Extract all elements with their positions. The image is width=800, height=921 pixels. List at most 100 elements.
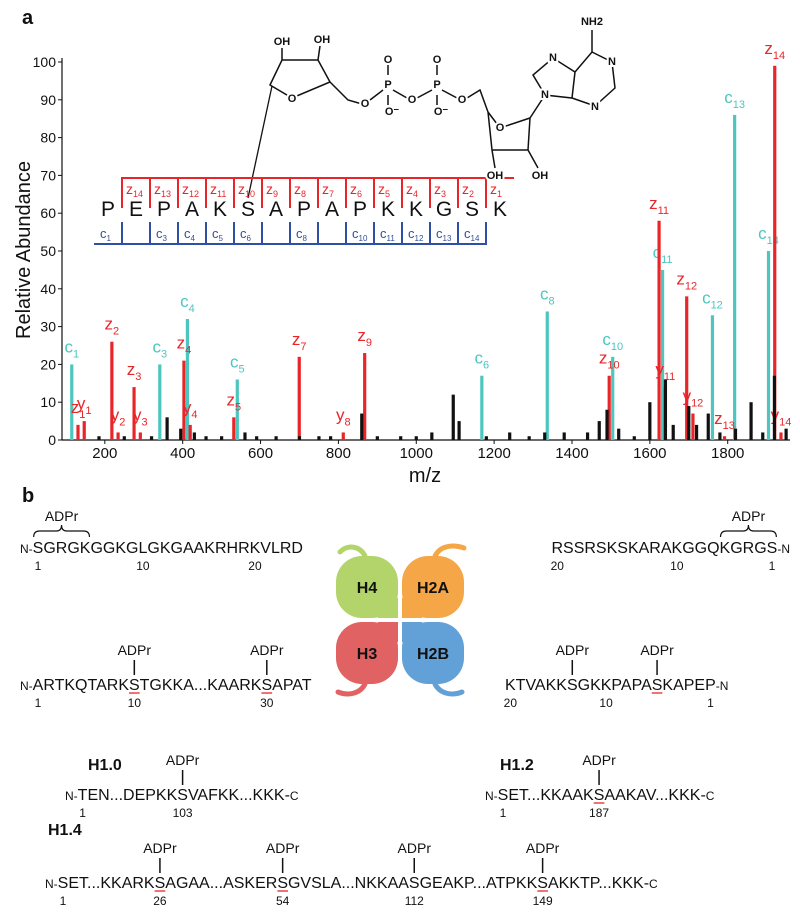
ion-index: 4: [191, 409, 197, 421]
modified-residue: S: [409, 875, 420, 892]
ion-letter: y: [133, 405, 142, 424]
ion-label: y3: [133, 405, 148, 428]
ion-index: 12: [685, 280, 697, 292]
sequence-text: AGAA...ASKER: [165, 875, 277, 892]
sequence-text: C: [649, 877, 658, 891]
brace: [719, 524, 777, 538]
modification-label: ADPr: [118, 642, 152, 658]
y-tick-label: 40: [40, 281, 56, 297]
sequence-text: KPAPA: [601, 677, 652, 694]
ion-index: 1: [73, 348, 79, 360]
peak: [76, 424, 80, 440]
ion-index: 1: [107, 234, 112, 243]
ion-label: z7: [292, 330, 307, 353]
residue-number: 112: [405, 894, 424, 908]
residue-number: 30: [260, 696, 274, 710]
ion-index: 11: [664, 371, 675, 383]
ion-index: 5: [235, 401, 241, 413]
modified-residue: S: [155, 875, 166, 892]
x-tick-label: 1000: [400, 445, 433, 462]
residue-number: 20: [248, 559, 262, 573]
atom-label: N: [549, 52, 557, 64]
z-bracket: [429, 177, 458, 208]
peak: [297, 356, 301, 440]
x-tick-label: 200: [92, 445, 117, 462]
y-tick-label: 90: [40, 92, 56, 108]
ion-index: 12: [691, 398, 703, 410]
ion-letter: y: [77, 394, 86, 413]
ion-letter: z: [226, 390, 235, 409]
z-ion-label: z4: [406, 181, 418, 199]
z-ion-label: z3: [434, 181, 446, 199]
ion-label: c8: [540, 284, 555, 307]
ion-label: z4: [177, 334, 192, 357]
peak: [132, 387, 136, 440]
peak: [158, 364, 162, 440]
ion-label: y8: [336, 405, 351, 428]
sequence-text: LGKGAAKRHR: [138, 540, 249, 557]
sequence-text: N-: [20, 679, 33, 693]
sequence-text: GEAKP...ATPKK: [420, 875, 538, 892]
ion-index: 4: [185, 345, 191, 357]
histone-variant-name: H1.0: [88, 757, 122, 774]
ion-index: 12: [415, 234, 424, 243]
histone-name: H2B: [417, 646, 449, 663]
ion-letter: c: [296, 226, 303, 241]
ion-letter: z: [127, 360, 136, 379]
peak: [508, 432, 512, 440]
residue-number: 1: [79, 806, 86, 820]
peak: [632, 436, 636, 440]
peak: [110, 341, 114, 440]
sequence-text: C: [290, 789, 299, 803]
panel-label: a: [22, 7, 34, 29]
ion-label: c5: [230, 353, 245, 376]
ion-index: 3: [161, 348, 167, 360]
peak: [235, 379, 239, 440]
peak: [243, 432, 247, 440]
atom-label: O: [288, 93, 297, 105]
z-bracket: [317, 177, 346, 208]
residue: A: [325, 198, 339, 221]
modified-residue: S: [177, 787, 188, 804]
ion-letter: y: [683, 387, 692, 406]
ion-index: 1: [85, 405, 91, 417]
c-bracket: [318, 222, 347, 245]
ion-label: c6: [475, 349, 490, 372]
ion-index: 4: [413, 189, 418, 199]
peak: [694, 424, 699, 440]
residue-number: 20: [551, 559, 565, 573]
ion-index: 5: [385, 189, 390, 199]
ion-letter: c: [436, 226, 443, 241]
residue-number: 10: [136, 559, 150, 573]
residue: P: [101, 198, 115, 221]
atom-label: OH: [487, 170, 504, 182]
peak: [562, 432, 566, 440]
peak: [70, 364, 74, 440]
peak: [185, 319, 190, 440]
histone-tail: [432, 681, 465, 697]
ion-index: 13: [443, 234, 452, 243]
ion-index: 7: [329, 189, 334, 199]
sequence-text: VAFKK...KKK-: [188, 787, 290, 804]
residue-number: 10: [128, 696, 142, 710]
ion-letter: c: [180, 292, 189, 311]
ion-index: 6: [357, 189, 362, 199]
peak: [607, 375, 611, 440]
y-axis-label: Relative Abundance: [13, 161, 35, 339]
z-ion-label: z13: [154, 181, 171, 199]
sequence-text: APAT: [272, 677, 312, 694]
peak: [722, 436, 727, 440]
residue: S: [465, 198, 479, 221]
z-ion-label: z2: [462, 181, 474, 199]
ion-index: 12: [711, 299, 723, 311]
ion-label: y12: [683, 387, 704, 410]
residue-number: 1: [769, 559, 776, 573]
ion-letter: c: [184, 226, 191, 241]
peak: [297, 436, 302, 440]
ion-letter: z: [154, 181, 161, 197]
peak: [749, 402, 753, 440]
modified-residue: S: [537, 875, 548, 892]
sequence-text: N-: [65, 789, 78, 803]
peak: [605, 409, 609, 440]
ion-index: 9: [366, 337, 372, 349]
